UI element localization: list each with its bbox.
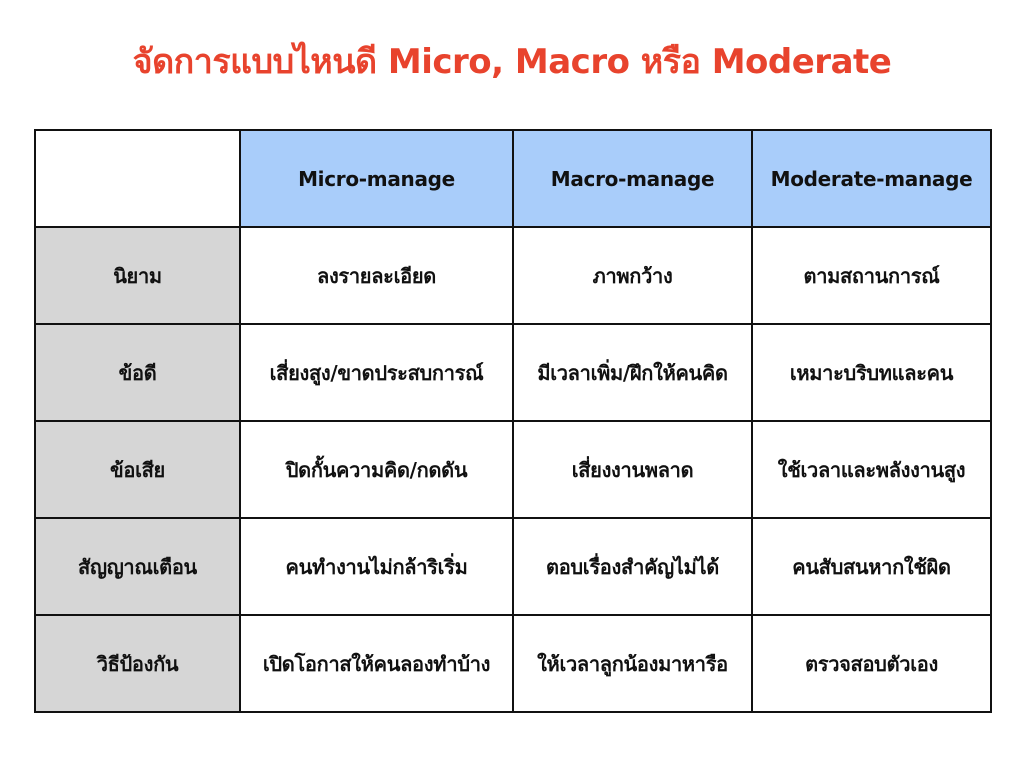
table-cell: ตรวจสอบตัวเอง	[751, 614, 992, 713]
row-header: วิธีป้องกัน	[34, 614, 241, 713]
table-cell: ลงรายละเอียด	[239, 226, 514, 325]
row-header: ข้อดี	[34, 323, 241, 422]
table-cell: เหมาะบริบทและคน	[751, 323, 992, 422]
column-header-macro: Macro-manage	[512, 129, 753, 228]
column-header-micro: Micro-manage	[239, 129, 514, 228]
table-row: สัญญาณเตือน คนทำงานไม่กล้าริเริ่ม ตอบเรื่อ…	[34, 517, 992, 616]
row-header: ข้อเสีย	[34, 420, 241, 519]
table-row: ข้อเสีย ปิดกั้นความคิด/กดดัน เสี่ยงงานพลาด…	[34, 420, 992, 519]
table-cell: ตามสถานการณ์	[751, 226, 992, 325]
table-row: วิธีป้องกัน เปิดโอกาสให้คนลองทำบ้าง ให้เวล…	[34, 614, 992, 713]
comparison-table: Micro-manage Macro-manage Moderate-manag…	[34, 129, 992, 713]
table-header-row: Micro-manage Macro-manage Moderate-manag…	[34, 129, 992, 228]
table-cell: มีเวลาเพิ่ม/ฝึกให้คนคิด	[512, 323, 753, 422]
table-cell: คนทำงานไม่กล้าริเริ่ม	[239, 517, 514, 616]
page-title: จัดการแบบไหนดี Micro, Macro หรือ Moderat…	[132, 42, 892, 82]
row-header: นิยาม	[34, 226, 241, 325]
table-cell: เสี่ยงงานพลาด	[512, 420, 753, 519]
table-cell: ใช้เวลาและพลังงานสูง	[751, 420, 992, 519]
header-corner-cell	[34, 129, 241, 228]
table-row: นิยาม ลงรายละเอียด ภาพกว้าง ตามสถานการณ์	[34, 226, 992, 325]
table-cell: เปิดโอกาสให้คนลองทำบ้าง	[239, 614, 514, 713]
row-header: สัญญาณเตือน	[34, 517, 241, 616]
column-header-moderate: Moderate-manage	[751, 129, 992, 228]
table-cell: ปิดกั้นความคิด/กดดัน	[239, 420, 514, 519]
table-cell: ตอบเรื่องสำคัญไม่ได้	[512, 517, 753, 616]
table-cell: ภาพกว้าง	[512, 226, 753, 325]
table-row: ข้อดี เสี่ยงสูง/ขาดประสบการณ์ มีเวลาเพิ่ม/…	[34, 323, 992, 422]
table-cell: ให้เวลาลูกน้องมาหารือ	[512, 614, 753, 713]
table-cell: เสี่ยงสูง/ขาดประสบการณ์	[239, 323, 514, 422]
table-cell: คนสับสนหากใช้ผิด	[751, 517, 992, 616]
